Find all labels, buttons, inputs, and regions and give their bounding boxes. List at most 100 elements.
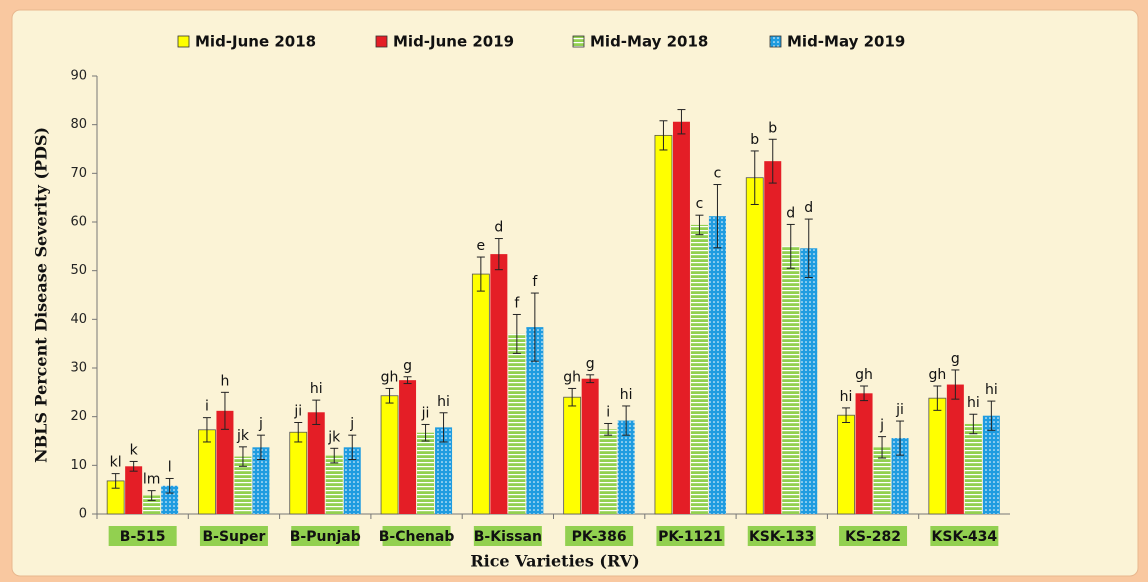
legend-swatch	[769, 35, 782, 48]
bar	[855, 393, 873, 514]
bar	[380, 395, 399, 515]
y-tick-label: 10	[70, 458, 87, 473]
bar	[654, 134, 673, 515]
error-bar	[659, 120, 668, 151]
bar	[581, 378, 599, 514]
value-label: gh	[381, 369, 399, 385]
value-label: b	[768, 120, 777, 136]
x-tick-label: KSK-434	[932, 529, 998, 545]
bar	[471, 273, 490, 515]
bar	[417, 432, 435, 514]
error-bar	[987, 400, 996, 431]
error-bar	[147, 490, 156, 501]
x-tick-label: B-515	[120, 529, 166, 545]
value-label: e	[477, 238, 486, 254]
error-bar	[165, 477, 174, 494]
x-axis-title: Rice Varieties (RV)	[470, 552, 639, 571]
value-label: hi	[437, 394, 450, 410]
x-tick-label: B-Chenab	[379, 529, 455, 545]
bar	[289, 431, 308, 515]
error-bar	[530, 292, 539, 362]
error-bar	[439, 412, 448, 443]
value-label: f	[532, 274, 538, 290]
category-label-bg	[656, 526, 725, 546]
error-bar	[238, 446, 247, 467]
value-label: gh	[855, 367, 873, 383]
error-bar	[312, 399, 321, 425]
value-label: ji	[895, 402, 904, 418]
bar	[216, 410, 234, 514]
error-bar	[622, 405, 631, 436]
error-bar	[476, 256, 485, 292]
legend-swatch	[375, 35, 388, 48]
error-bar	[202, 417, 211, 443]
y-tick-label: 30	[70, 361, 87, 376]
bar	[800, 248, 818, 514]
value-label: i	[205, 399, 209, 415]
bar	[764, 161, 782, 514]
bar	[161, 485, 179, 514]
x-tick-label: PK-1121	[658, 529, 723, 545]
bar	[143, 495, 161, 514]
error-bar	[385, 387, 394, 404]
value-label: c	[696, 196, 704, 212]
error-bar	[421, 423, 430, 442]
category-label-bg	[382, 526, 451, 546]
bar	[526, 327, 544, 514]
value-label: gh	[563, 369, 581, 385]
value-label: i	[606, 404, 610, 420]
bar	[837, 414, 855, 515]
bar	[891, 438, 909, 514]
y-tick-label: 40	[70, 312, 87, 327]
value-label: d	[786, 205, 795, 221]
error-bar	[951, 369, 960, 400]
value-label: l	[168, 459, 172, 475]
bar	[964, 423, 982, 514]
bar	[563, 396, 582, 515]
bar	[873, 447, 891, 514]
y-axis-title: NBLS Percent Disease Severity (PDS)	[32, 127, 51, 463]
error-bar	[786, 223, 795, 269]
error-bar	[695, 214, 704, 236]
value-label: jk	[327, 429, 341, 445]
value-label: h	[221, 373, 230, 389]
bar	[252, 447, 270, 514]
error-bar	[896, 420, 905, 456]
error-bar	[804, 218, 813, 278]
x-tick-label: B-Punjab	[290, 529, 361, 545]
error-bar	[403, 376, 412, 385]
y-tick-label: 60	[70, 215, 87, 230]
category-label-bg	[839, 526, 908, 546]
y-tick-label: 20	[70, 409, 87, 424]
y-tick-label: 50	[70, 263, 87, 278]
category-label-bg	[473, 526, 542, 546]
legend-label: Mid-June 2018	[195, 33, 316, 51]
legend-label: Mid-May 2018	[590, 33, 708, 51]
value-label: hi	[967, 395, 980, 411]
bar	[325, 455, 343, 514]
legend-label: Mid-May 2019	[787, 33, 905, 51]
x-tick-label: KSK-133	[749, 529, 815, 545]
value-label: jk	[236, 428, 250, 444]
bar	[946, 384, 964, 514]
value-label: hi	[620, 387, 633, 403]
value-label: hi	[310, 381, 323, 397]
category-label-bg	[930, 526, 999, 546]
error-bar	[768, 138, 777, 184]
y-tick-label: 80	[70, 117, 87, 132]
legend-swatch	[572, 35, 585, 48]
bar	[343, 447, 361, 514]
value-label: gh	[928, 367, 946, 383]
bar	[782, 246, 800, 515]
value-label: g	[586, 356, 595, 372]
value-label: kl	[110, 455, 122, 471]
bar	[690, 224, 708, 515]
error-bar	[220, 391, 229, 430]
value-label: d	[804, 200, 813, 216]
bar	[672, 121, 690, 514]
error-bar	[494, 238, 503, 271]
bar	[982, 415, 1000, 514]
error-bar	[878, 436, 887, 459]
error-bar	[713, 184, 722, 249]
